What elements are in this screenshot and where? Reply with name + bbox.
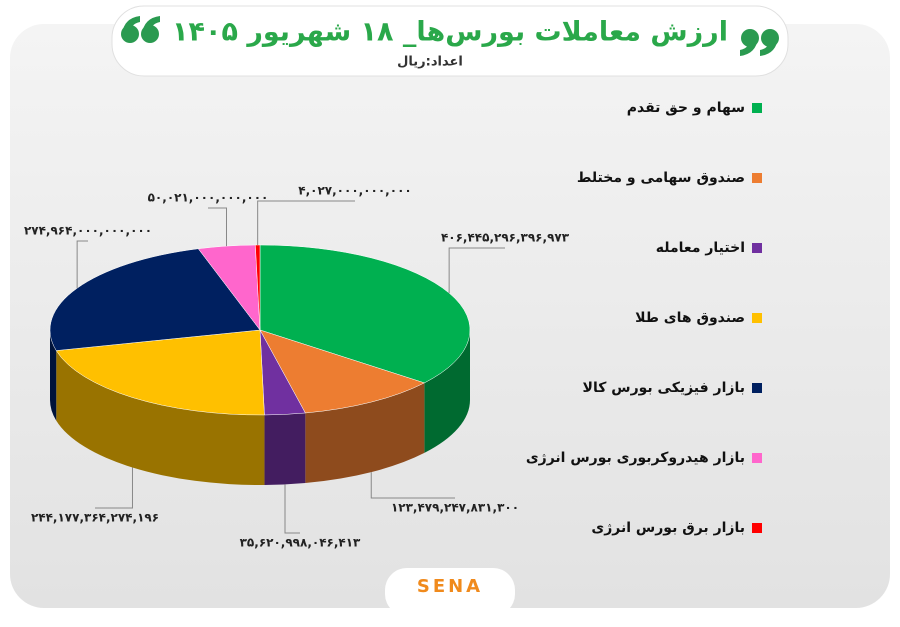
legend-label: بازار هیدروکربوری بورس انرژی [526, 450, 745, 466]
legend-swatch [752, 173, 762, 183]
legend-label: سهام و حق تقدم [627, 100, 745, 116]
logo: SENA [417, 576, 483, 597]
leader-line [448, 247, 505, 294]
pie-side [305, 382, 425, 483]
legend-swatch [752, 103, 762, 113]
pie-side [50, 330, 57, 421]
pie-slice [49, 248, 261, 351]
data-label: ۱۲۳,۴۷۹,۲۴۷,۸۳۱,۳۰۰ [391, 501, 519, 515]
data-label: ۴۰۶,۴۴۵,۲۹۶,۳۹۶,۹۷۳ [441, 231, 570, 245]
legend-swatch [752, 313, 762, 323]
leader-line [257, 200, 355, 246]
quote-left [121, 16, 160, 43]
pie-slice [259, 329, 426, 414]
legend-label: اختیار معامله [656, 240, 745, 256]
chart-subtitle: اعداد:ریال [397, 55, 463, 70]
legend-label: صندوق های طلا [635, 310, 745, 326]
data-label: ۲۷۴,۹۶۴,۰۰۰,۰۰۰,۰۰۰ [24, 224, 152, 238]
legend-label: بازار برق بورس انرژی [591, 520, 745, 536]
leader-line [76, 240, 88, 289]
quote-right [740, 29, 779, 56]
data-label: ۳۵,۶۲۰,۹۹۸,۰۴۶,۴۱۳ [240, 536, 361, 550]
legend-swatch [752, 383, 762, 393]
leader-line [208, 207, 227, 247]
pie-slice [259, 244, 471, 384]
chart-title: ارزش معاملات بورس‌ها_ ۱۸ شهریور ۱۴۰۵ [172, 17, 728, 48]
legend-label: صندوق سهامی و مختلط [577, 170, 745, 186]
leader-line [95, 467, 133, 509]
pie-side [424, 330, 470, 453]
data-label: ۴,۰۲۷,۰۰۰,۰۰۰,۰۰۰ [298, 184, 411, 198]
data-label: ۵۰,۰۲۱,۰۰۰,۰۰۰,۰۰۰ [148, 191, 269, 205]
legend-swatch [752, 243, 762, 253]
logo-box [385, 568, 515, 616]
pie-slice [55, 329, 265, 416]
legend-swatch [752, 523, 762, 533]
legend-label: بازار فیزیکی بورس کالا [583, 380, 745, 396]
title-box [111, 5, 789, 77]
pie-side [264, 412, 306, 485]
legend-swatch [752, 453, 762, 463]
data-label: ۲۴۴,۱۷۷,۳۶۴,۲۷۴,۱۹۶ [31, 511, 159, 525]
leader-line [284, 484, 300, 534]
pie-side [56, 350, 265, 485]
leader-line [370, 472, 455, 499]
